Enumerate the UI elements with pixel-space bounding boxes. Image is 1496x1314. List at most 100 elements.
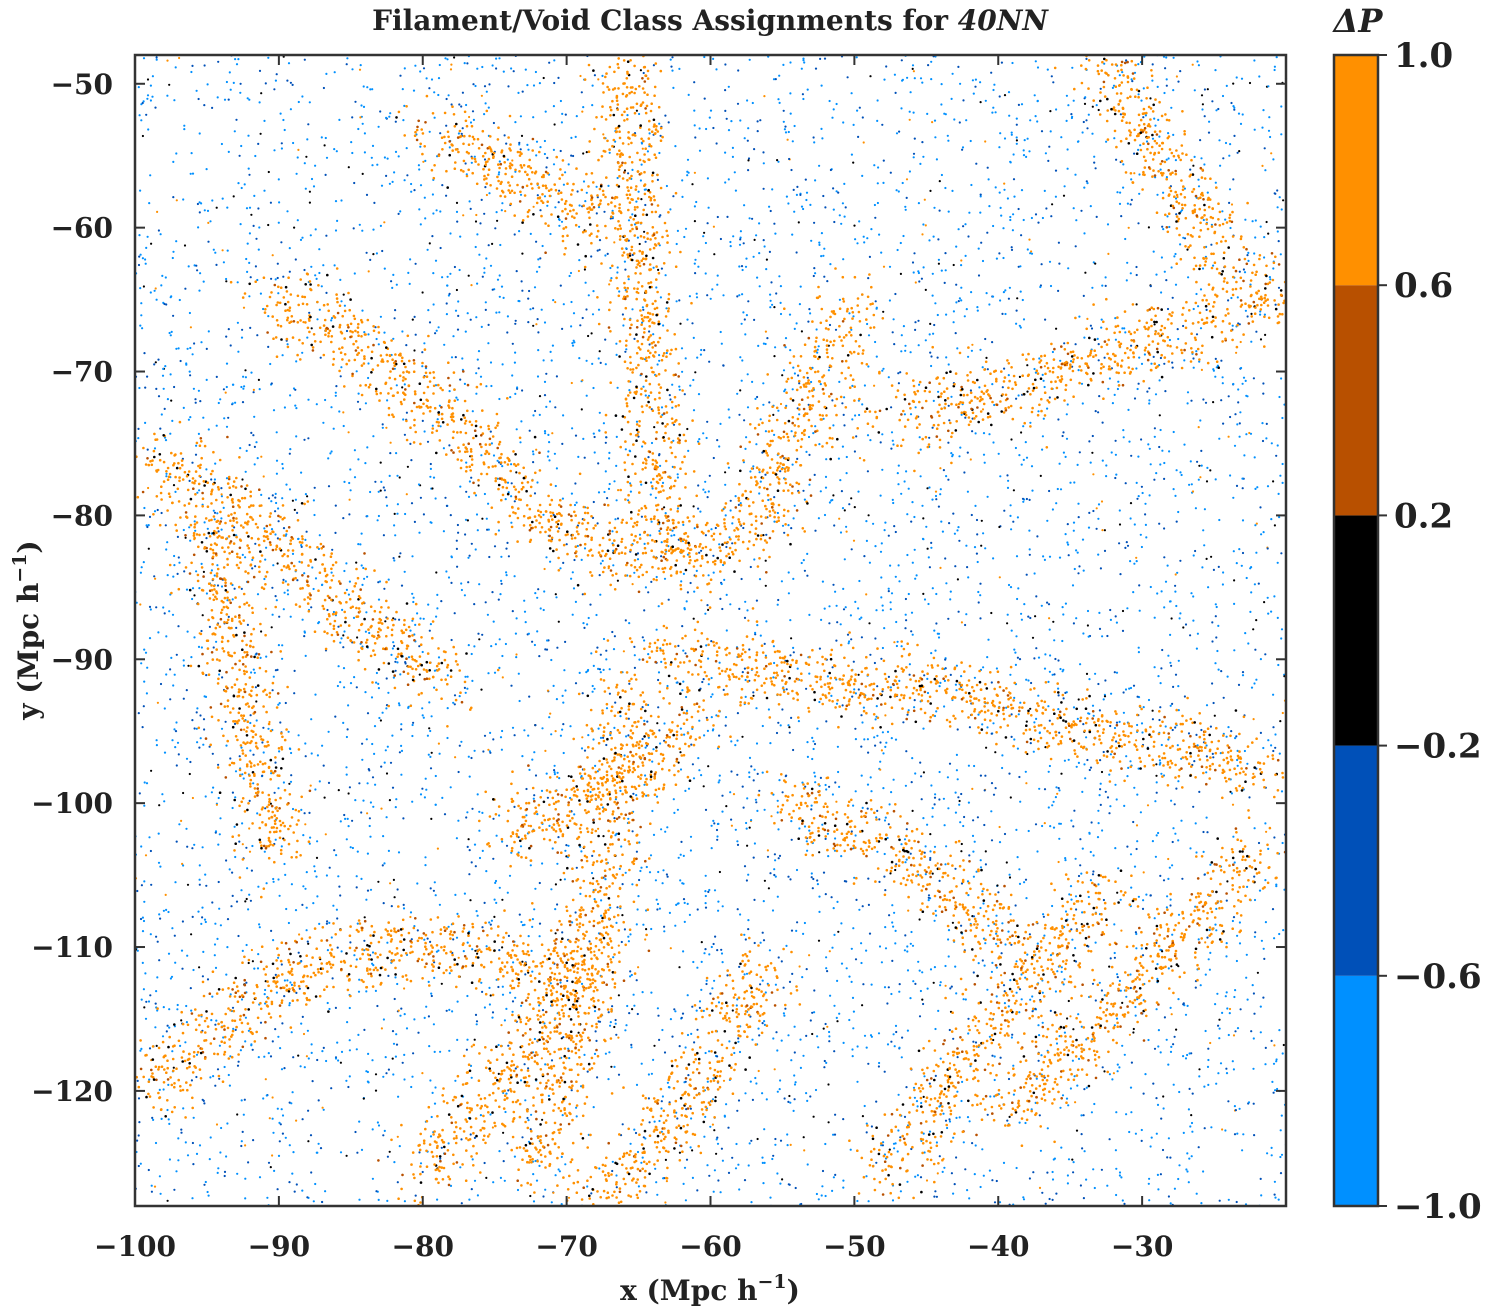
scatter-point: [137, 1164, 140, 1168]
scatter-point: [899, 272, 903, 275]
scatter-point: [785, 944, 788, 948]
scatter-point: [1015, 397, 1018, 400]
scatter-point: [659, 134, 662, 137]
scatter-point: [982, 902, 985, 905]
scatter-point: [1215, 929, 1218, 932]
scatter-point: [153, 1185, 157, 1188]
scatter-point: [938, 685, 941, 688]
scatter-point: [1238, 270, 1241, 273]
scatter-point: [157, 358, 160, 361]
scatter-point: [894, 929, 897, 933]
scatter-point: [736, 908, 739, 911]
scatter-point: [328, 866, 331, 869]
scatter-point: [166, 59, 169, 62]
scatter-point: [191, 719, 194, 722]
scatter-point: [561, 497, 565, 500]
scatter-point: [473, 843, 477, 846]
scatter-point: [1024, 878, 1028, 881]
scatter-point: [308, 842, 311, 845]
scatter-point: [879, 550, 883, 553]
scatter-point: [240, 336, 244, 339]
scatter-point: [429, 887, 432, 890]
scatter-point: [314, 1182, 317, 1186]
scatter-point: [776, 799, 779, 802]
scatter-point: [459, 378, 462, 381]
scatter-point: [935, 914, 938, 917]
scatter-point: [920, 775, 923, 778]
scatter-point: [139, 571, 142, 574]
scatter-point: [423, 796, 426, 799]
scatter-point: [591, 516, 595, 520]
scatter-point: [602, 668, 605, 672]
scatter-point: [645, 794, 648, 797]
scatter-point: [826, 970, 829, 973]
scatter-point: [139, 917, 143, 921]
scatter-point: [947, 617, 950, 620]
scatter-point: [242, 1113, 245, 1116]
scatter-point: [615, 1174, 618, 1177]
scatter-point: [890, 447, 893, 450]
scatter-point: [677, 644, 680, 648]
scatter-point: [598, 239, 602, 242]
scatter-point: [1162, 1107, 1165, 1110]
scatter-point: [1014, 663, 1018, 667]
scatter-point: [895, 132, 899, 135]
scatter-point: [921, 141, 924, 144]
scatter-point: [536, 596, 539, 599]
scatter-point: [788, 726, 791, 729]
scatter-point: [648, 1121, 651, 1124]
scatter-point: [1122, 436, 1125, 439]
scatter-point: [183, 124, 186, 127]
scatter-point: [1176, 571, 1179, 574]
scatter-point: [267, 1161, 271, 1164]
scatter-point: [324, 833, 327, 836]
scatter-point: [609, 906, 612, 909]
scatter-point: [1019, 326, 1022, 329]
scatter-point: [681, 625, 684, 628]
scatter-point: [506, 158, 509, 161]
scatter-point: [454, 756, 457, 759]
scatter-point: [759, 119, 762, 122]
scatter-point: [288, 247, 291, 250]
scatter-point: [905, 858, 908, 861]
scatter-point: [1228, 188, 1232, 191]
scatter-point: [248, 799, 251, 803]
scatter-point: [405, 493, 408, 496]
scatter-point: [660, 660, 663, 664]
scatter-point: [269, 802, 272, 805]
scatter-point: [154, 1026, 157, 1029]
scatter-point: [862, 141, 865, 144]
scatter-point: [710, 824, 713, 827]
scatter-point: [763, 1128, 766, 1131]
scatter-point: [762, 900, 765, 903]
scatter-point: [627, 734, 630, 737]
scatter-point: [644, 938, 647, 941]
scatter-point: [274, 838, 277, 841]
scatter-point: [360, 564, 363, 567]
scatter-point: [535, 140, 539, 143]
scatter-point: [295, 991, 298, 995]
scatter-point: [911, 67, 914, 70]
scatter-point: [1275, 1060, 1278, 1063]
scatter-point: [370, 696, 374, 699]
scatter-point: [1048, 145, 1051, 148]
scatter-point: [419, 70, 422, 73]
scatter-point: [729, 499, 732, 502]
scatter-point: [501, 898, 504, 901]
scatter-point: [498, 638, 501, 641]
scatter-point: [364, 462, 367, 465]
scatter-point: [387, 578, 390, 581]
scatter-point: [912, 111, 915, 114]
scatter-point: [448, 146, 451, 149]
scatter-point: [1202, 218, 1205, 222]
scatter-point: [761, 1156, 764, 1159]
scatter-point: [1250, 1030, 1253, 1033]
scatter-point: [709, 297, 712, 300]
scatter-point: [1174, 494, 1177, 497]
scatter-point: [955, 245, 958, 248]
scatter-point: [631, 213, 634, 216]
scatter-point: [1097, 809, 1100, 812]
scatter-point: [552, 105, 556, 108]
scatter-point: [1066, 403, 1069, 406]
scatter-point: [173, 728, 176, 731]
